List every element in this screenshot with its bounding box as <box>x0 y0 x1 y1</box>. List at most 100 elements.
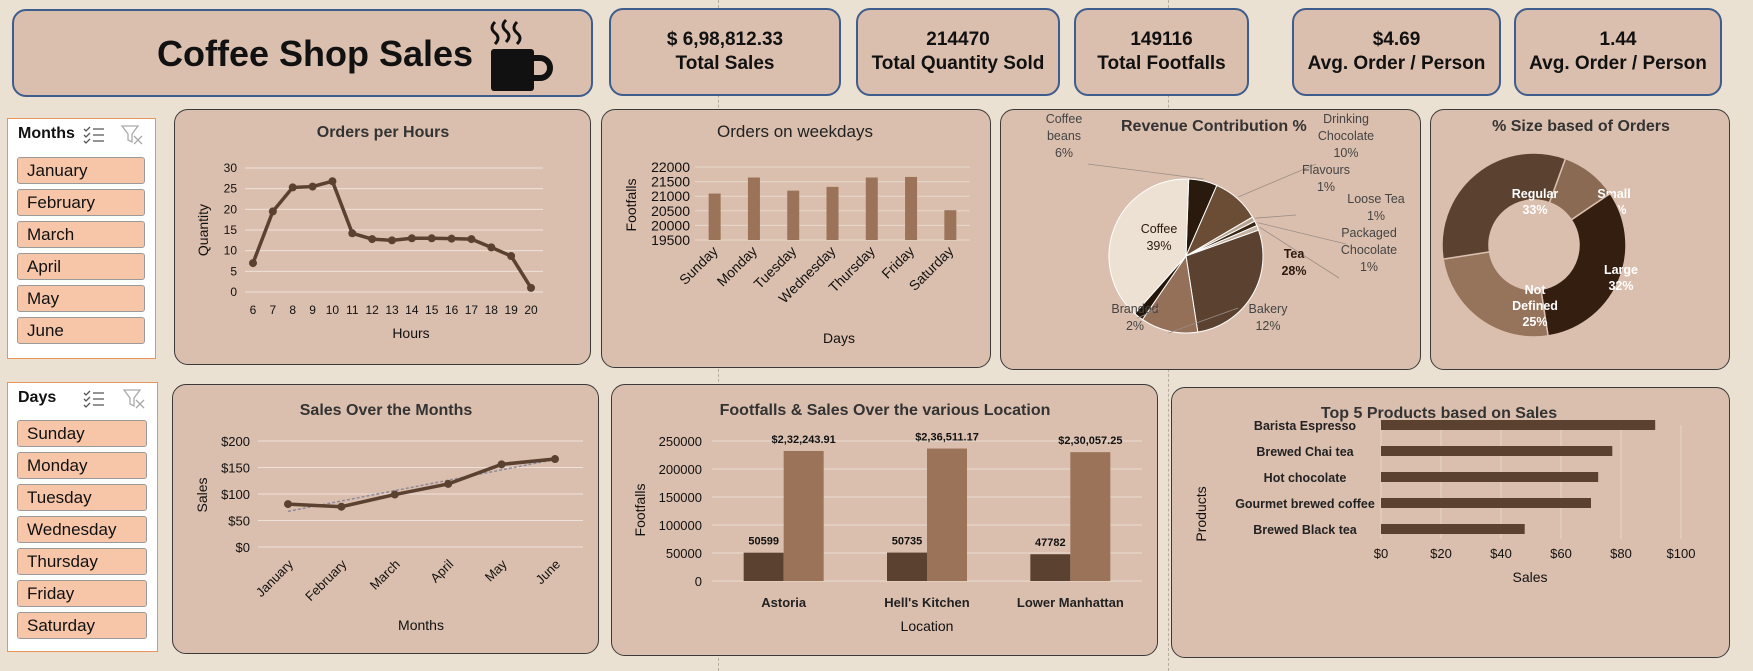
chart-title: Top 5 Products based on Sales <box>1321 405 1557 422</box>
x-axis-title: Location <box>901 618 954 634</box>
data-point <box>551 455 559 464</box>
data-point <box>388 236 396 245</box>
y-tick-label: 20000 <box>651 217 690 233</box>
slicer-item-june[interactable]: June <box>17 317 145 344</box>
series-line <box>287 457 556 509</box>
kpi-value: $4.69 <box>1372 29 1421 50</box>
x-tick-label: $80 <box>1610 546 1632 561</box>
x-tick-label: 12 <box>365 303 379 317</box>
orders-per-hours-card: Orders per Hours 0 5 10 15 20 25 30 6 7 8 9 10 11 12 13… <box>174 109 591 365</box>
slicer-item-april[interactable]: April <box>17 253 145 280</box>
data-label: 50735 <box>892 536 923 548</box>
slicer-title: Months <box>18 125 75 142</box>
slicer-item-sunday[interactable]: Sunday <box>17 420 147 447</box>
chart-title: Orders on weekdays <box>717 122 873 141</box>
y-tick-label: Brewed Chai tea <box>1256 445 1354 459</box>
x-tick-label: Hell's Kitchen <box>884 595 970 610</box>
orders-on-weekdays-chart: Orders on weekdays 1950020000205002100021… <box>623 122 970 346</box>
data-point <box>249 259 257 268</box>
slicer-item-saturday[interactable]: Saturday <box>17 612 147 639</box>
x-tick-label: 17 <box>465 303 479 317</box>
x-axis-title: Sales <box>1512 569 1547 585</box>
leader-line <box>1238 163 1317 198</box>
y-tick-label: 100000 <box>659 518 702 533</box>
slice-value: 32% <box>1608 279 1633 293</box>
slicer-item-tuesday[interactable]: Tuesday <box>17 484 147 511</box>
slice-label: beans <box>1047 129 1081 143</box>
data-point <box>487 243 496 252</box>
leader-line <box>1087 163 1204 180</box>
kpi-label: Avg. Order / Person <box>1307 53 1486 74</box>
coffee-mug-icon <box>490 18 553 91</box>
data-point <box>308 182 317 191</box>
y-axis-title: Quantity <box>195 204 211 256</box>
bar <box>1381 446 1613 456</box>
slicer-item-friday[interactable]: Friday <box>17 580 147 607</box>
bar <box>787 190 800 240</box>
pie-slice <box>1108 178 1190 315</box>
multi-select-icon[interactable] <box>82 388 106 410</box>
footfalls-sales-location-chart: Footfalls & Sales Over the various Locat… <box>632 402 1142 634</box>
data-point <box>284 500 292 509</box>
y-tick-label: 5 <box>230 264 237 278</box>
slice-value: 1% <box>1317 180 1335 194</box>
chart-title: Footfalls & Sales Over the various Locat… <box>720 402 1051 419</box>
clear-filter-icon[interactable] <box>120 124 144 146</box>
slicer-item-thursday[interactable]: Thursday <box>17 548 147 575</box>
slicer-item-february[interactable]: February <box>17 189 145 216</box>
slice-label: Coffee <box>1141 222 1178 236</box>
leader-line <box>1259 226 1340 279</box>
slice-label: Not <box>1525 283 1547 297</box>
kpi-total-quantity: 214470 Total Quantity Sold <box>856 8 1060 96</box>
slicer-title: Days <box>18 389 57 406</box>
chart-title: Revenue Contribution % <box>1121 118 1307 135</box>
bar <box>1381 472 1599 482</box>
kpi-avg-order-value: $4.69 Avg. Order / Person <box>1292 8 1501 96</box>
x-tick-label: 15 <box>425 303 439 317</box>
bar <box>1070 452 1111 581</box>
slice-label: Bakery <box>1249 302 1289 316</box>
multi-select-icon[interactable] <box>82 124 106 146</box>
clear-filter-icon[interactable] <box>122 388 146 410</box>
y-tick-label: 19500 <box>651 232 690 248</box>
x-tick-label: 20 <box>524 303 538 317</box>
bar <box>1381 524 1525 534</box>
bar <box>944 210 957 240</box>
slice-value: 33% <box>1522 203 1547 217</box>
bar <box>905 176 918 240</box>
y-tick-label: $50 <box>228 514 250 529</box>
slice-label: Tea <box>1284 247 1306 261</box>
x-tick-label: $20 <box>1430 546 1452 561</box>
y-axis-title: Products <box>1193 486 1209 541</box>
kpi-value: 149116 <box>1130 29 1193 50</box>
slice-value: 6% <box>1055 146 1073 160</box>
slice-label: Chocolate <box>1341 243 1397 257</box>
slicer-item-wednesday[interactable]: Wednesday <box>17 516 147 543</box>
slicer-item-may[interactable]: May <box>17 285 145 312</box>
slice-label: Loose Tea <box>1347 192 1405 206</box>
x-tick-label: 18 <box>485 303 499 317</box>
x-tick-label: June <box>533 557 564 588</box>
slicer-item-monday[interactable]: Monday <box>17 452 147 479</box>
kpi-total-sales: $ 6,98,812.33 Total Sales <box>609 8 841 96</box>
data-label: 50599 <box>748 536 779 548</box>
slicer-item-january[interactable]: January <box>17 157 145 184</box>
slicer-item-march[interactable]: March <box>17 221 145 248</box>
header-card: Coffee Shop Sales <box>12 9 593 97</box>
y-tick-label: Brewed Black tea <box>1253 523 1358 537</box>
slice-value: 28% <box>1281 264 1306 278</box>
slice-value: 1% <box>1367 209 1385 223</box>
y-tick-label: 25 <box>224 182 238 196</box>
x-tick-label: February <box>302 556 350 604</box>
bar <box>743 552 784 581</box>
revenue-contribution-chart: Revenue Contribution % Coffee beans 6% Drink… <box>1046 112 1405 334</box>
x-tick-label: $40 <box>1490 546 1512 561</box>
x-axis-title: Hours <box>392 325 429 341</box>
bar <box>927 448 967 581</box>
slice-label: Defined <box>1512 299 1558 313</box>
x-tick-label: 14 <box>405 303 419 317</box>
y-tick-label: $150 <box>221 461 250 476</box>
x-tick-label: January <box>253 556 297 600</box>
kpi-label: Total Footfalls <box>1097 53 1226 74</box>
y-tick-label: 22000 <box>651 159 690 175</box>
